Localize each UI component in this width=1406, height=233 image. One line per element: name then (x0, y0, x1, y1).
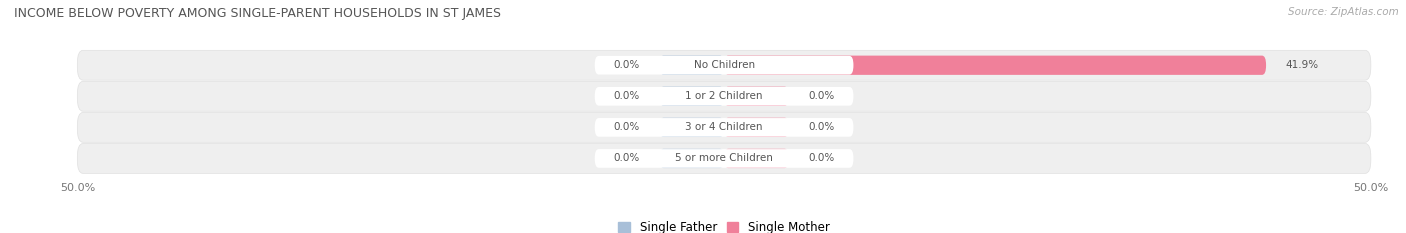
Text: 0.0%: 0.0% (614, 154, 640, 163)
Text: Source: ZipAtlas.com: Source: ZipAtlas.com (1288, 7, 1399, 17)
Text: 41.9%: 41.9% (1285, 60, 1319, 70)
FancyBboxPatch shape (659, 56, 724, 75)
FancyBboxPatch shape (595, 118, 853, 137)
Text: 0.0%: 0.0% (614, 60, 640, 70)
Text: 5 or more Children: 5 or more Children (675, 154, 773, 163)
FancyBboxPatch shape (659, 149, 724, 168)
Text: 1 or 2 Children: 1 or 2 Children (685, 91, 763, 101)
FancyBboxPatch shape (724, 56, 1265, 75)
Text: 0.0%: 0.0% (808, 91, 834, 101)
FancyBboxPatch shape (77, 50, 1371, 80)
FancyBboxPatch shape (595, 87, 853, 106)
FancyBboxPatch shape (77, 113, 1371, 142)
Text: 0.0%: 0.0% (614, 122, 640, 132)
FancyBboxPatch shape (595, 149, 853, 168)
Text: 0.0%: 0.0% (808, 154, 834, 163)
FancyBboxPatch shape (77, 81, 1371, 111)
FancyBboxPatch shape (724, 87, 789, 106)
Text: 0.0%: 0.0% (614, 91, 640, 101)
FancyBboxPatch shape (724, 149, 789, 168)
FancyBboxPatch shape (659, 87, 724, 106)
Text: INCOME BELOW POVERTY AMONG SINGLE-PARENT HOUSEHOLDS IN ST JAMES: INCOME BELOW POVERTY AMONG SINGLE-PARENT… (14, 7, 501, 20)
Legend: Single Father, Single Mother: Single Father, Single Mother (614, 217, 834, 233)
FancyBboxPatch shape (659, 118, 724, 137)
FancyBboxPatch shape (77, 144, 1371, 173)
FancyBboxPatch shape (595, 56, 853, 75)
Text: 0.0%: 0.0% (808, 122, 834, 132)
Text: 3 or 4 Children: 3 or 4 Children (685, 122, 763, 132)
FancyBboxPatch shape (724, 118, 789, 137)
Text: No Children: No Children (693, 60, 755, 70)
